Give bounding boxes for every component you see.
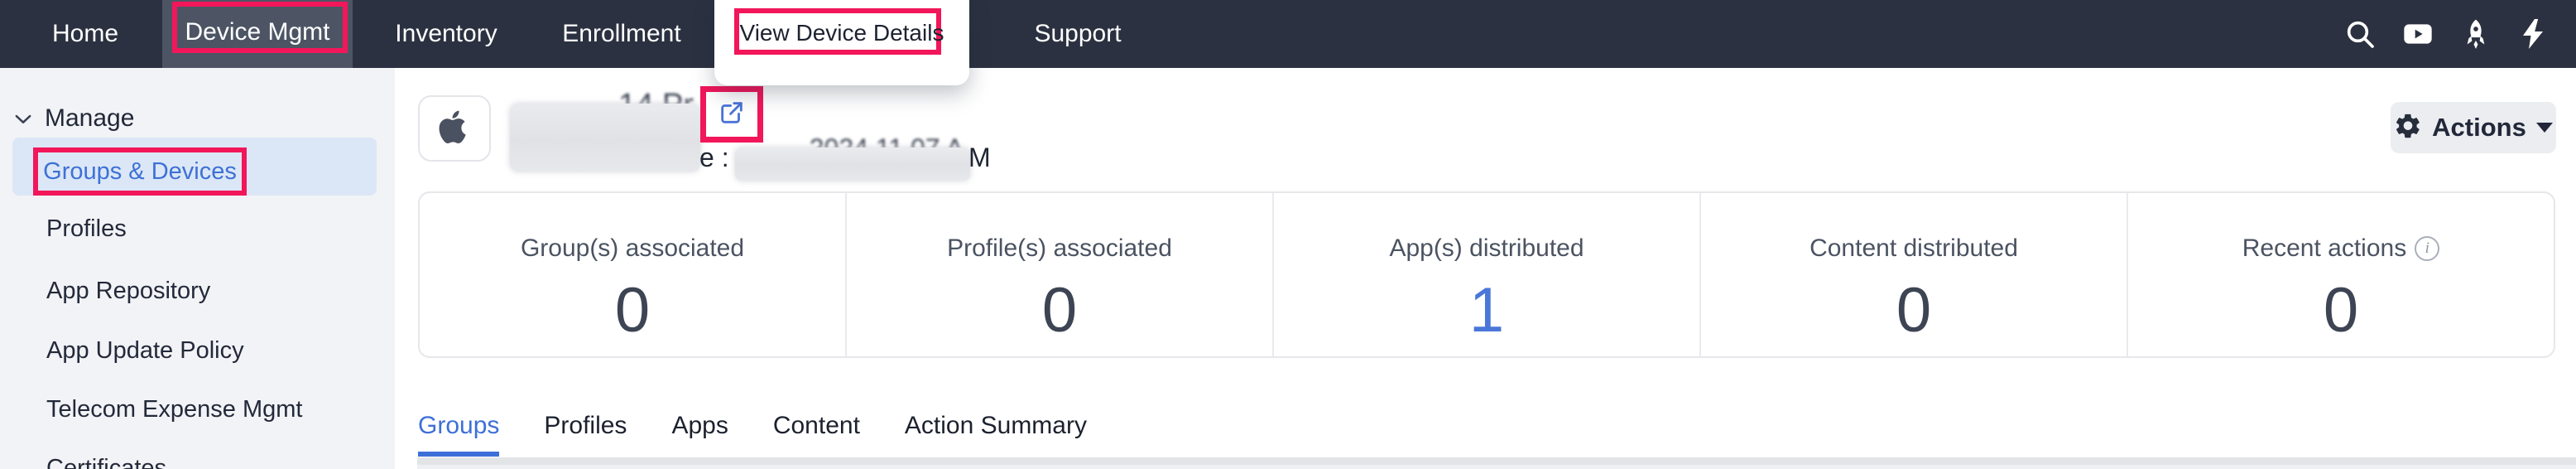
nav-item-device-mgmt-label: Device Mgmt: [185, 18, 330, 46]
tab-profiles[interactable]: Profiles: [544, 412, 627, 439]
sidebar-section-manage[interactable]: Manage: [45, 104, 135, 132]
stat-label: Profile(s) associated: [947, 234, 1172, 262]
nav-tab-view-device-details-label: View Device Details: [739, 20, 944, 46]
stat-label: Content distributed: [1809, 234, 2018, 262]
tab-action-summary[interactable]: Action Summary: [904, 412, 1087, 439]
sidebar-item-app-repository[interactable]: App Repository: [46, 278, 211, 304]
annotation-box-groups-devices: Groups & Devices: [33, 147, 247, 196]
detail-tabs: Groups Profiles Apps Content Action Summ…: [418, 412, 1087, 440]
device-name-redacted: 14 Pr: [510, 89, 699, 104]
device-subtitle-redacted: 2024 11.07 A: [737, 135, 967, 149]
nav-item-enrollment[interactable]: Enrollment: [562, 20, 681, 47]
sidebar-item-groups-devices-label: Groups & Devices: [43, 157, 237, 185]
active-tab-underline: [418, 452, 499, 457]
sidebar: [0, 68, 395, 469]
nav-item-support[interactable]: Support: [1034, 20, 1122, 47]
stat-recent-actions: Recent actions i 0: [2127, 193, 2554, 356]
gear-icon: [2394, 112, 2422, 144]
caret-down-icon: [2535, 123, 2553, 133]
info-icon[interactable]: i: [2415, 236, 2440, 261]
stat-value: 0: [614, 275, 651, 346]
sidebar-item-app-update-policy[interactable]: App Update Policy: [46, 337, 244, 364]
apple-icon: [435, 108, 473, 150]
device-name-ghost-fragment: 14 Pr: [510, 89, 699, 104]
stat-apps-distributed: App(s) distributed 1: [1272, 193, 1699, 356]
stat-label: App(s) distributed: [1389, 234, 1584, 262]
rocket-icon[interactable]: [2459, 17, 2492, 51]
stat-value: 0: [1896, 275, 1932, 346]
device-subtitle-ghost-fragment: 2024 11.07 A: [737, 135, 967, 149]
annotation-box-view-device-details: [734, 8, 941, 55]
device-subtitle-fragment: e :: [699, 143, 729, 172]
nav-tab-view-device-details[interactable]: View Device Details: [714, 0, 969, 85]
lightning-icon[interactable]: [2516, 17, 2550, 51]
search-icon[interactable]: [2343, 17, 2377, 51]
actions-button[interactable]: Actions: [2391, 102, 2556, 153]
redaction-blur-device-name: [510, 104, 700, 172]
device-subtitle-end-fragment: M: [968, 143, 991, 172]
sidebar-item-groups-devices[interactable]: [12, 138, 377, 196]
top-navbar: Home Device Mgmt Inventory Enrollment Vi…: [0, 0, 2576, 85]
annotation-box-device-mgmt: [172, 2, 348, 53]
table-header-strip: [417, 457, 2576, 465]
table-header-strip-light: [417, 465, 2576, 469]
stat-content-distributed: Content distributed 0: [1699, 193, 2127, 356]
stat-label: Group(s) associated: [520, 234, 745, 262]
stat-value-link[interactable]: 1: [1468, 275, 1505, 346]
nav-item-inventory[interactable]: Inventory: [395, 20, 497, 47]
stat-value: 0: [2323, 275, 2359, 346]
video-icon[interactable]: [2401, 17, 2434, 51]
tab-content[interactable]: Content: [772, 412, 860, 439]
stat-label-text: Recent actions: [2242, 234, 2407, 262]
actions-button-label: Actions: [2432, 113, 2526, 142]
device-summary-card: Group(s) associated 0 Profile(s) associa…: [418, 191, 2555, 358]
nav-item-home[interactable]: Home: [51, 20, 119, 47]
tab-apps[interactable]: Apps: [671, 412, 728, 439]
sidebar-item-profiles[interactable]: Profiles: [46, 215, 127, 242]
external-link-icon[interactable]: [718, 99, 746, 131]
stat-label: Recent actions i: [2242, 234, 2440, 263]
stat-value: 0: [1041, 275, 1078, 346]
sidebar-item-telecom-expense-mgmt[interactable]: Telecom Expense Mgmt: [46, 396, 303, 423]
nav-item-device-mgmt[interactable]: Device Mgmt: [162, 0, 353, 68]
stat-profiles-associated: Profile(s) associated 0: [845, 193, 1272, 356]
chevron-down-icon[interactable]: [12, 107, 35, 130]
stat-groups-associated: Group(s) associated 0: [420, 193, 845, 356]
sidebar-item-certificates[interactable]: Certificates: [46, 455, 167, 469]
redaction-blur-timestamp: [735, 147, 970, 181]
device-platform-badge: [418, 95, 491, 162]
annotation-box-external-link: [700, 86, 763, 143]
tab-groups[interactable]: Groups: [418, 412, 500, 439]
